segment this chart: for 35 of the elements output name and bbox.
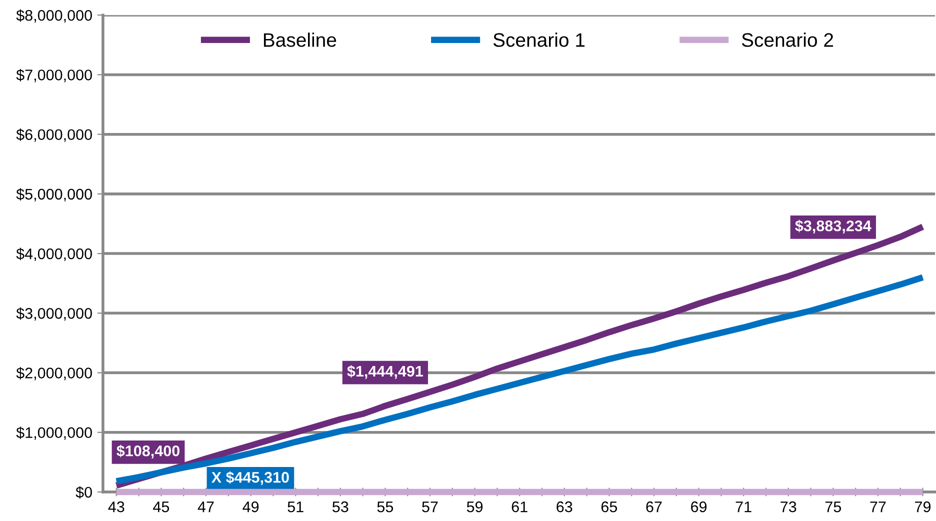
legend-label: Scenario 1 bbox=[493, 32, 585, 47]
annotation: X $445,310 bbox=[211, 471, 289, 485]
x-tick-label: 45 bbox=[153, 502, 170, 512]
x-tick-label: 59 bbox=[466, 501, 483, 512]
annotation: $3,883,234 bbox=[795, 220, 872, 234]
x-tick-label: 55 bbox=[377, 502, 394, 512]
x-tick-label: 49 bbox=[242, 501, 259, 512]
x-tick-label: 53 bbox=[332, 501, 348, 512]
x-tick-label: 71 bbox=[736, 502, 752, 512]
legend-label: Baseline bbox=[264, 32, 336, 47]
y-tick-label: $7,000,000 bbox=[16, 68, 92, 82]
y-tick-label: $2,000,000 bbox=[16, 366, 92, 380]
annotation: $1,444,491 bbox=[347, 365, 423, 379]
x-tick-label: 65 bbox=[601, 501, 618, 512]
legend-label: Scenario 2 bbox=[742, 32, 834, 47]
x-tick-label: 43 bbox=[108, 501, 124, 512]
annotation: $108,400 bbox=[116, 444, 180, 458]
y-tick-label: $5,000,000 bbox=[16, 188, 92, 202]
x-tick-label: 51 bbox=[288, 502, 304, 512]
x-tick-label: 61 bbox=[512, 501, 528, 512]
y-tick-label: $3,000,000 bbox=[16, 307, 92, 321]
y-tick-label: $4,000,000 bbox=[16, 248, 92, 262]
y-tick-label: $8,000,000 bbox=[16, 9, 92, 23]
x-tick-label: 67 bbox=[646, 501, 662, 512]
x-tick-label: 57 bbox=[422, 502, 438, 512]
y-tick-label: $6,000,000 bbox=[16, 128, 92, 142]
y-tick-label: $0 bbox=[76, 486, 92, 499]
y-tick-label: $1,000,000 bbox=[16, 426, 92, 440]
x-tick-label: 77 bbox=[870, 502, 886, 512]
x-tick-label: 63 bbox=[556, 501, 572, 512]
x-tick-label: 79 bbox=[915, 501, 931, 512]
x-tick-label: 69 bbox=[691, 501, 707, 512]
x-tick-label: 75 bbox=[825, 502, 842, 512]
x-tick-label: 47 bbox=[198, 502, 214, 512]
x-tick-label: 73 bbox=[780, 501, 796, 512]
